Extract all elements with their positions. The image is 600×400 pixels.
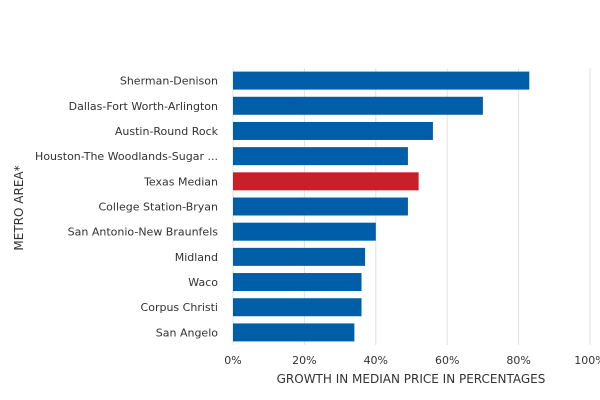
x-tick-labels: 0% 20% 40% 60% 80% 100% bbox=[224, 354, 600, 367]
category-label: Waco bbox=[188, 276, 218, 289]
x-tick-label: 0% bbox=[224, 354, 241, 367]
bar bbox=[233, 147, 408, 166]
category-label: San Antonio-New Braunfels bbox=[68, 226, 219, 239]
bar bbox=[233, 222, 376, 241]
bar bbox=[233, 172, 419, 191]
x-tick-label: 100% bbox=[574, 354, 600, 367]
x-axis-title: GROWTH IN MEDIAN PRICE IN PERCENTAGES bbox=[277, 372, 546, 386]
category-label: Austin-Round Rock bbox=[115, 125, 219, 138]
x-tick-label: 20% bbox=[292, 354, 316, 367]
bar bbox=[233, 197, 408, 216]
category-label: Texas Median bbox=[143, 175, 218, 188]
category-label: Sherman-Denison bbox=[120, 75, 218, 88]
bar bbox=[233, 247, 366, 266]
bar bbox=[233, 273, 362, 292]
bar bbox=[233, 121, 433, 140]
y-axis-title: METRO AREA* bbox=[12, 165, 26, 250]
category-label: San Angelo bbox=[156, 326, 218, 339]
bar bbox=[233, 298, 362, 317]
x-tick-label: 80% bbox=[506, 354, 530, 367]
x-tick-label: 60% bbox=[435, 354, 459, 367]
category-label: Houston-The Woodlands-Sugar ... bbox=[35, 150, 218, 163]
category-label: Dallas-Fort Worth-Arlington bbox=[69, 100, 218, 113]
category-label: College Station-Bryan bbox=[98, 201, 218, 214]
bar bbox=[233, 71, 530, 90]
category-label: Corpus Christi bbox=[141, 301, 218, 314]
bar bbox=[233, 323, 355, 342]
bar bbox=[233, 96, 483, 115]
category-labels: Sherman-Denison Dallas-Fort Worth-Arlingt… bbox=[35, 75, 219, 340]
category-label: Midland bbox=[175, 251, 218, 264]
x-tick-label: 40% bbox=[364, 354, 388, 367]
bars bbox=[233, 71, 530, 342]
